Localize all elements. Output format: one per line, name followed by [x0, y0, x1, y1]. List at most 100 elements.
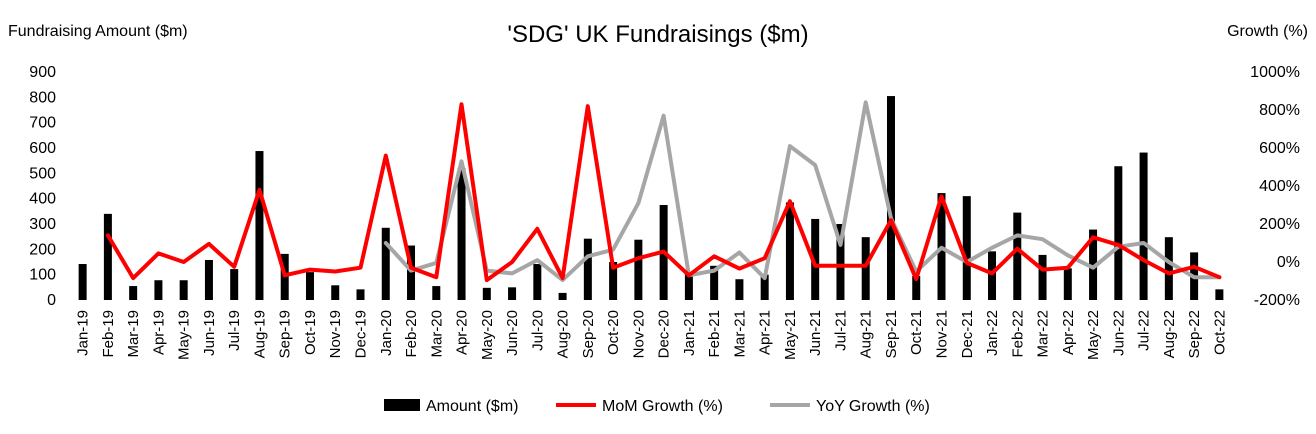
amount-bar — [533, 264, 542, 300]
x-tick-label: Apr-19 — [150, 310, 167, 355]
amount-bar — [558, 292, 567, 300]
amount-bar — [255, 151, 264, 300]
x-tick-label: Jun-22 — [1110, 310, 1127, 356]
legend-label-yoy: YoY Growth (%) — [816, 398, 930, 415]
x-tick-label: Jan-22 — [984, 310, 1001, 356]
right-tick-label: 400% — [1259, 178, 1300, 195]
amount-bar — [457, 168, 466, 300]
x-tick-label: Oct-21 — [908, 310, 925, 355]
left-tick-label: 700 — [29, 115, 56, 132]
amount-bar — [230, 269, 239, 300]
x-tick-label: Jul-21 — [832, 310, 849, 351]
right-tick-label: 1000% — [1250, 64, 1300, 81]
x-tick-label: Jun-19 — [201, 310, 218, 356]
x-tick-label: Nov-21 — [934, 310, 951, 358]
growth-lines — [105, 100, 1222, 283]
right-tick-label: 600% — [1259, 140, 1300, 157]
amount-bar — [811, 218, 820, 300]
left-tick-label: 400 — [29, 191, 56, 208]
x-tick-label: Apr-21 — [757, 310, 774, 355]
amount-bar — [1063, 268, 1072, 300]
x-tick-label: May-21 — [782, 310, 799, 360]
amount-bar — [1089, 229, 1098, 300]
amount-bar — [305, 272, 314, 300]
x-tick-label: Dec-20 — [656, 310, 673, 358]
amount-bar — [886, 96, 895, 300]
amount-bar — [785, 202, 794, 300]
x-tick-label: May-22 — [1085, 310, 1102, 360]
amount-bar — [684, 272, 693, 300]
x-tick-label: Mar-21 — [731, 310, 748, 358]
chart-title: 'SDG' UK Fundraisings ($m) — [507, 21, 808, 48]
amount-bar — [710, 265, 719, 300]
left-tick-label: 0 — [47, 292, 56, 309]
x-tick-label: Dec-21 — [959, 310, 976, 358]
amount-bar — [1164, 237, 1173, 300]
x-tick-label: Sep-21 — [883, 310, 900, 358]
x-tick-label: Jun-21 — [807, 310, 824, 356]
left-tick-label: 300 — [29, 216, 56, 233]
amount-bar — [204, 259, 213, 300]
amount-bar — [103, 213, 112, 300]
amount-bar — [912, 275, 921, 300]
x-tick-label: Feb-22 — [1009, 310, 1026, 358]
amount-bar — [331, 285, 340, 300]
amount-bar — [609, 262, 618, 300]
left-tick-label: 100 — [29, 267, 56, 284]
x-tick-label: Feb-20 — [403, 310, 420, 358]
legend-label-amount: Amount ($m) — [426, 398, 518, 415]
amount-bar — [407, 245, 416, 300]
x-tick-label: Oct-19 — [302, 310, 319, 355]
amount-bar — [634, 239, 643, 300]
x-tick-label: Aug-22 — [1161, 310, 1178, 358]
left-tick-label: 900 — [29, 64, 56, 81]
x-tick-label: Jul-20 — [529, 310, 546, 351]
amount-bar — [988, 251, 997, 300]
amount-bar — [760, 274, 769, 300]
x-tick-label: Aug-20 — [555, 310, 572, 358]
legend: Amount ($m) MoM Growth (%) YoY Growth (%) — [384, 398, 930, 415]
x-tick-label: May-20 — [479, 310, 496, 360]
amount-bar — [583, 238, 592, 300]
x-axis: Jan-19 Feb-19 Mar-19 Apr-19 May-19 Jun-19 Jul-… — [75, 310, 1229, 360]
x-tick-label: Nov-20 — [630, 310, 647, 358]
legend-swatch-amount — [384, 399, 420, 411]
x-tick-label: Jun-20 — [504, 310, 521, 356]
x-tick-label: Feb-19 — [100, 310, 117, 358]
mom-growth-line — [105, 102, 1222, 283]
x-tick-label: Jan-21 — [681, 310, 698, 356]
amount-bar — [735, 279, 744, 300]
amount-bar — [356, 289, 365, 300]
amount-bar — [861, 237, 870, 300]
right-axis: -200% 0% 200% 400% 600% 800% 1000% — [1250, 64, 1300, 309]
amount-bar — [381, 227, 390, 300]
x-tick-label: Dec-19 — [353, 310, 370, 358]
x-tick-label: Jul-19 — [226, 310, 243, 351]
x-tick-label: Feb-21 — [706, 310, 723, 358]
right-tick-label: 0% — [1277, 254, 1300, 271]
amount-bar — [1013, 212, 1022, 300]
x-tick-label: Sep-20 — [580, 310, 597, 358]
amount-bar — [129, 286, 138, 300]
amount-bar — [1038, 254, 1047, 300]
amount-bar — [482, 287, 491, 300]
left-axis: 0 100 200 300 400 500 600 700 800 900 — [29, 64, 56, 309]
amount-bar — [836, 224, 845, 300]
x-tick-label: Aug-19 — [251, 310, 268, 358]
right-tick-label: -200% — [1254, 292, 1300, 309]
amount-bar — [78, 264, 87, 300]
x-tick-label: Oct-22 — [1211, 310, 1228, 355]
right-axis-label: Growth (%) — [1227, 23, 1308, 40]
x-tick-label: Aug-21 — [858, 310, 875, 358]
x-tick-label: Nov-19 — [327, 310, 344, 358]
amount-bar — [1215, 289, 1224, 300]
amount-bar — [432, 286, 441, 300]
left-axis-label: Fundraising Amount ($m) — [8, 23, 188, 40]
right-tick-label: 800% — [1259, 102, 1300, 119]
x-tick-label: Sep-19 — [277, 310, 294, 358]
x-tick-label: Oct-20 — [605, 310, 622, 355]
amount-bars — [78, 96, 1224, 300]
left-tick-label: 500 — [29, 165, 56, 182]
left-tick-label: 600 — [29, 140, 56, 157]
x-tick-label: Mar-22 — [1035, 310, 1052, 358]
